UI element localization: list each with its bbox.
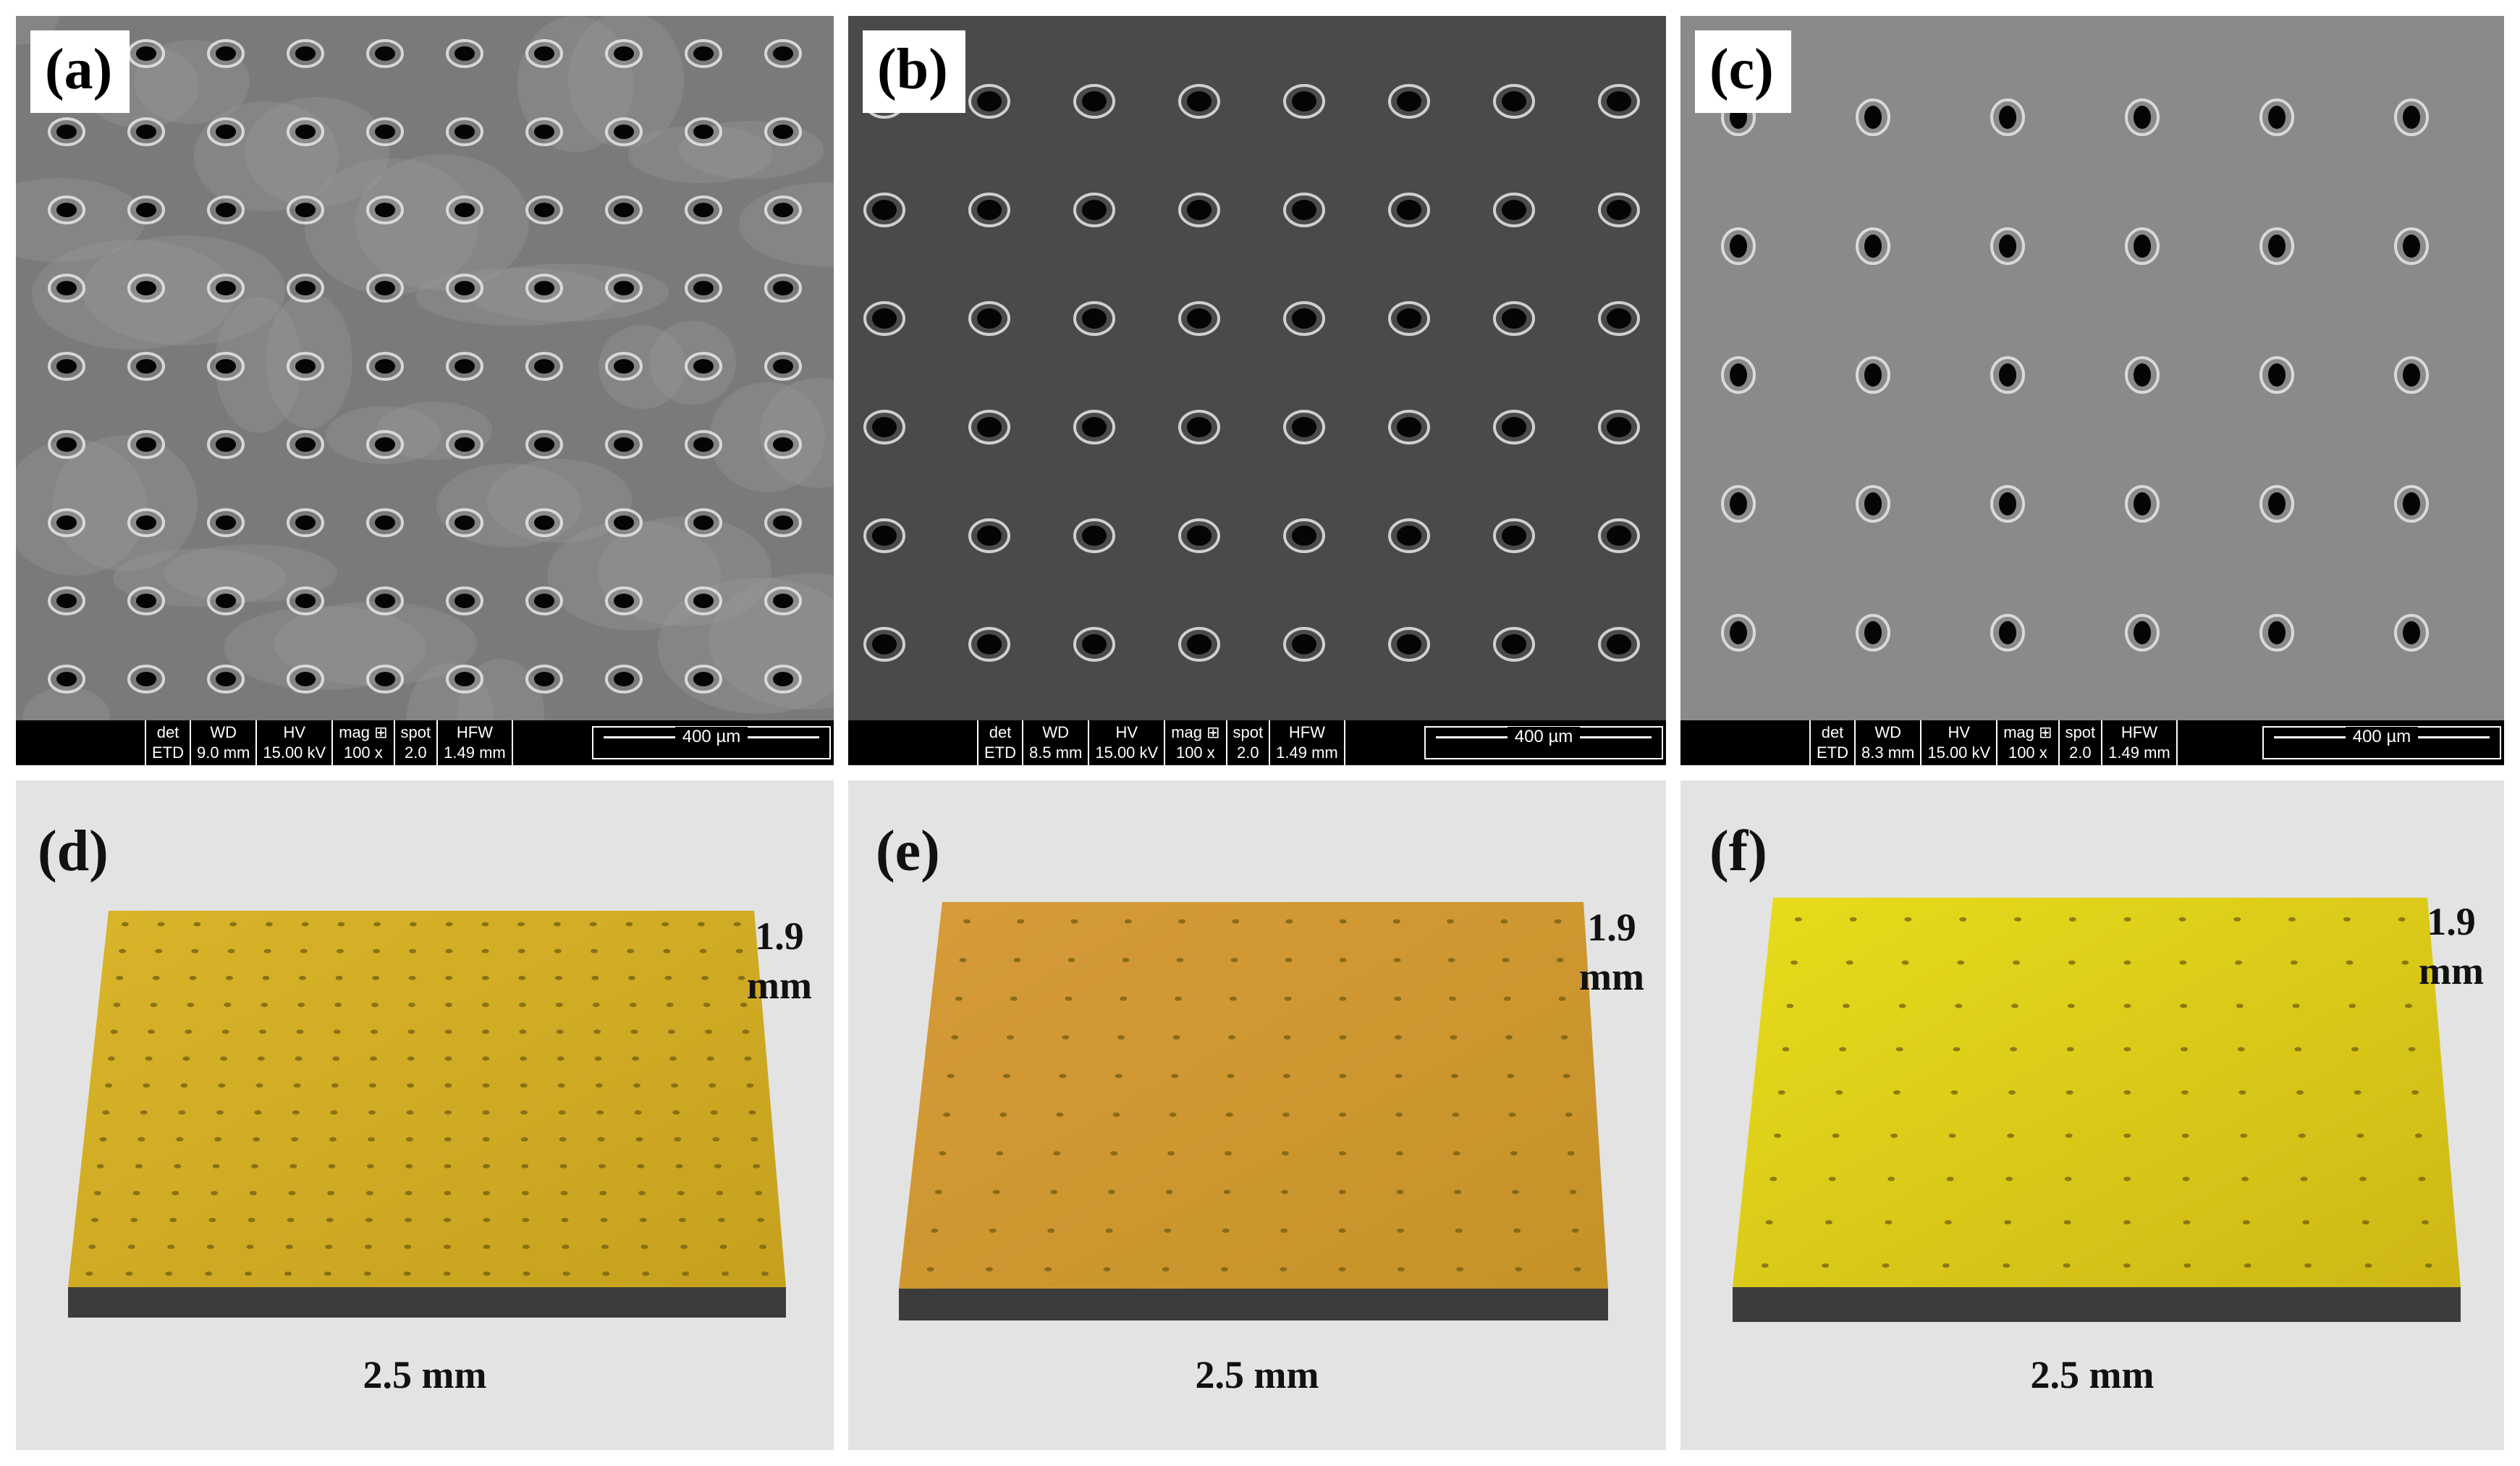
width-dimension-f: 2.5 mm [2030,1353,2155,1397]
sem-image-b [848,16,1666,720]
sem-image-a [16,16,834,720]
height-dimension-f: 1.9 mm [2419,900,2484,993]
surface-3d-d [68,911,786,1318]
profile-panel-e: (e) 1.9 mm 2.5 mm [848,780,1666,1450]
width-dimension-d: 2.5 mm [363,1353,487,1397]
scale-bar-c: 400 µm [2262,726,2501,759]
width-dimension-e: 2.5 mm [1195,1353,1319,1397]
scale-bar-b: 400 µm [1424,726,1663,759]
scale-bar-a: 400 µm [592,726,831,759]
panel-label-e: (e) [876,820,940,883]
sem-image-c [1680,16,2504,720]
panel-label-f: (f) [1709,820,1767,883]
sem-info-bar-b: det ETD WD 8.5 mm HV 15.00 kV mag ⊞ 100 x sp… [848,720,1666,765]
sem-info-bar-a: det ETD WD 9.0 mm HV 15.00 kV mag ⊞ 100 x sp… [16,720,834,765]
panel-label-c: (c) [1695,30,1791,113]
panel-label-a: (a) [30,30,130,113]
sem-panel-a: (a) det ETD WD 9.0 mm HV 15.00 kV mag ⊞ 100 … [16,16,834,765]
surface-3d-e [899,902,1608,1320]
sem-panel-b: (b) det ETD WD 8.5 mm HV 15.00 kV mag ⊞ 100 … [848,16,1666,765]
sem-panel-c: (c) det ETD WD 8.3 mm HV 15.00 kV mag ⊞ 100 … [1680,16,2504,765]
profile-panel-d: (d) 1.9 mm 2.5 mm [16,780,834,1450]
profile-panel-f: (f) 1.9 mm 2.5 mm [1680,780,2504,1450]
panel-label-b: (b) [863,30,965,113]
panel-label-d: (d) [38,820,109,883]
sem-info-bar-c: det ETD WD 8.3 mm HV 15.00 kV mag ⊞ 100 x sp… [1680,720,2504,765]
surface-3d-f [1733,898,2461,1322]
height-dimension-d: 1.9 mm [747,914,812,1007]
height-dimension-e: 1.9 mm [1579,906,1644,998]
